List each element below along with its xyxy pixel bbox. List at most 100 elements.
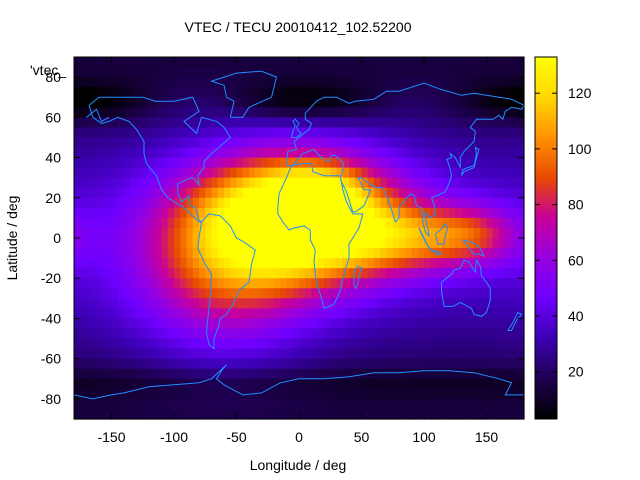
heatmap-cell	[405, 258, 413, 269]
heatmap-cell	[267, 107, 275, 118]
heatmap-cell	[392, 388, 400, 400]
heatmap-cell	[492, 177, 500, 189]
coastline	[197, 213, 256, 350]
heatmap-cell	[417, 398, 425, 410]
heatmap-cell	[305, 177, 313, 189]
heatmap-cell	[205, 227, 213, 239]
heatmap-cell	[167, 248, 175, 259]
heatmap-cell	[199, 288, 206, 299]
heatmap-cell	[117, 378, 125, 390]
heatmap-cell	[224, 358, 231, 370]
heatmap-cell	[392, 278, 400, 289]
heatmap-cell	[336, 378, 344, 390]
heatmap-cell	[186, 217, 194, 229]
heatmap-cell	[436, 87, 444, 98]
heatmap-cell	[186, 67, 194, 78]
heatmap-cell	[430, 278, 438, 289]
heatmap-cell	[174, 117, 181, 128]
heatmap-cell	[167, 348, 175, 360]
heatmap-cell	[455, 278, 463, 289]
heatmap-cell	[180, 107, 188, 118]
heatmap-cell	[280, 67, 288, 78]
heatmap-cell	[324, 328, 331, 340]
heatmap-cell	[386, 258, 394, 269]
heatmap-cell	[255, 318, 263, 330]
heatmap-cell	[505, 338, 513, 350]
heatmap-cell	[386, 177, 394, 189]
heatmap-cell	[105, 348, 113, 360]
heatmap-cell	[436, 378, 444, 390]
heatmap-cell	[417, 217, 425, 229]
heatmap-cell	[142, 117, 150, 128]
heatmap-cell	[142, 318, 150, 330]
heatmap-cell	[386, 107, 394, 118]
heatmap-cell	[486, 87, 494, 98]
heatmap-cell	[299, 177, 306, 189]
heatmap-cell	[80, 368, 88, 380]
heatmap-cell	[436, 408, 444, 420]
heatmap-cell	[242, 378, 250, 390]
heatmap-cell	[430, 57, 438, 68]
coastline	[286, 82, 525, 166]
heatmap-cell	[349, 187, 356, 199]
heatmap-cell	[230, 67, 238, 78]
heatmap-cell	[455, 117, 463, 128]
heatmap-cell	[161, 57, 169, 68]
heatmap-cell	[499, 368, 506, 380]
heatmap-cell	[436, 97, 444, 108]
heatmap-cell	[130, 338, 138, 350]
heatmap-cell	[336, 147, 344, 159]
heatmap-cell	[392, 137, 400, 149]
heatmap-cell	[436, 328, 444, 340]
heatmap-cell	[167, 308, 175, 320]
heatmap-cell	[461, 248, 469, 259]
heatmap-cell	[330, 288, 338, 299]
heatmap-cell	[86, 278, 94, 289]
heatmap-cell	[124, 137, 131, 149]
heatmap-cell	[361, 318, 369, 330]
heatmap-cell	[261, 238, 269, 249]
heatmap-cell	[217, 388, 225, 400]
heatmap-cell	[499, 338, 506, 350]
heatmap-cell	[474, 398, 481, 410]
heatmap-cell	[274, 57, 281, 68]
heatmap-cell	[92, 368, 100, 380]
heatmap-cell	[230, 328, 238, 340]
heatmap-cell	[261, 207, 269, 219]
heatmap-cell	[305, 207, 313, 219]
heatmap-cell	[461, 368, 469, 380]
heatmap-cell	[361, 248, 369, 259]
heatmap-cell	[317, 167, 325, 179]
heatmap-cell	[230, 338, 238, 350]
heatmap-cell	[374, 328, 381, 340]
heatmap-cell	[249, 127, 256, 139]
heatmap-cell	[80, 378, 88, 390]
heatmap-cell	[236, 318, 244, 330]
heatmap-cell	[92, 258, 100, 269]
heatmap-cell	[286, 298, 294, 309]
heatmap-cell	[292, 408, 300, 420]
heatmap-cell	[99, 388, 106, 400]
heatmap-cell	[267, 338, 275, 350]
heatmap-cell	[511, 388, 519, 400]
heatmap-cell	[311, 167, 319, 179]
heatmap-cell	[149, 217, 156, 229]
heatmap-cell	[186, 408, 194, 420]
heatmap-cell	[374, 318, 381, 330]
heatmap-cell	[180, 57, 188, 68]
heatmap-cell	[117, 408, 125, 420]
heatmap-cell	[380, 77, 388, 88]
heatmap-cell	[136, 197, 144, 209]
heatmap-cell	[286, 107, 294, 118]
heatmap-cell	[86, 328, 94, 340]
heatmap-cell	[174, 157, 181, 169]
heatmap-cell	[449, 378, 456, 390]
heatmap-cell	[486, 167, 494, 179]
heatmap-cell	[80, 238, 88, 249]
heatmap-cell	[386, 157, 394, 169]
heatmap-cell	[130, 288, 138, 299]
heatmap-cell	[99, 147, 106, 159]
heatmap-cell	[92, 157, 100, 169]
heatmap-cell	[211, 227, 219, 239]
heatmap-cell	[417, 268, 425, 279]
